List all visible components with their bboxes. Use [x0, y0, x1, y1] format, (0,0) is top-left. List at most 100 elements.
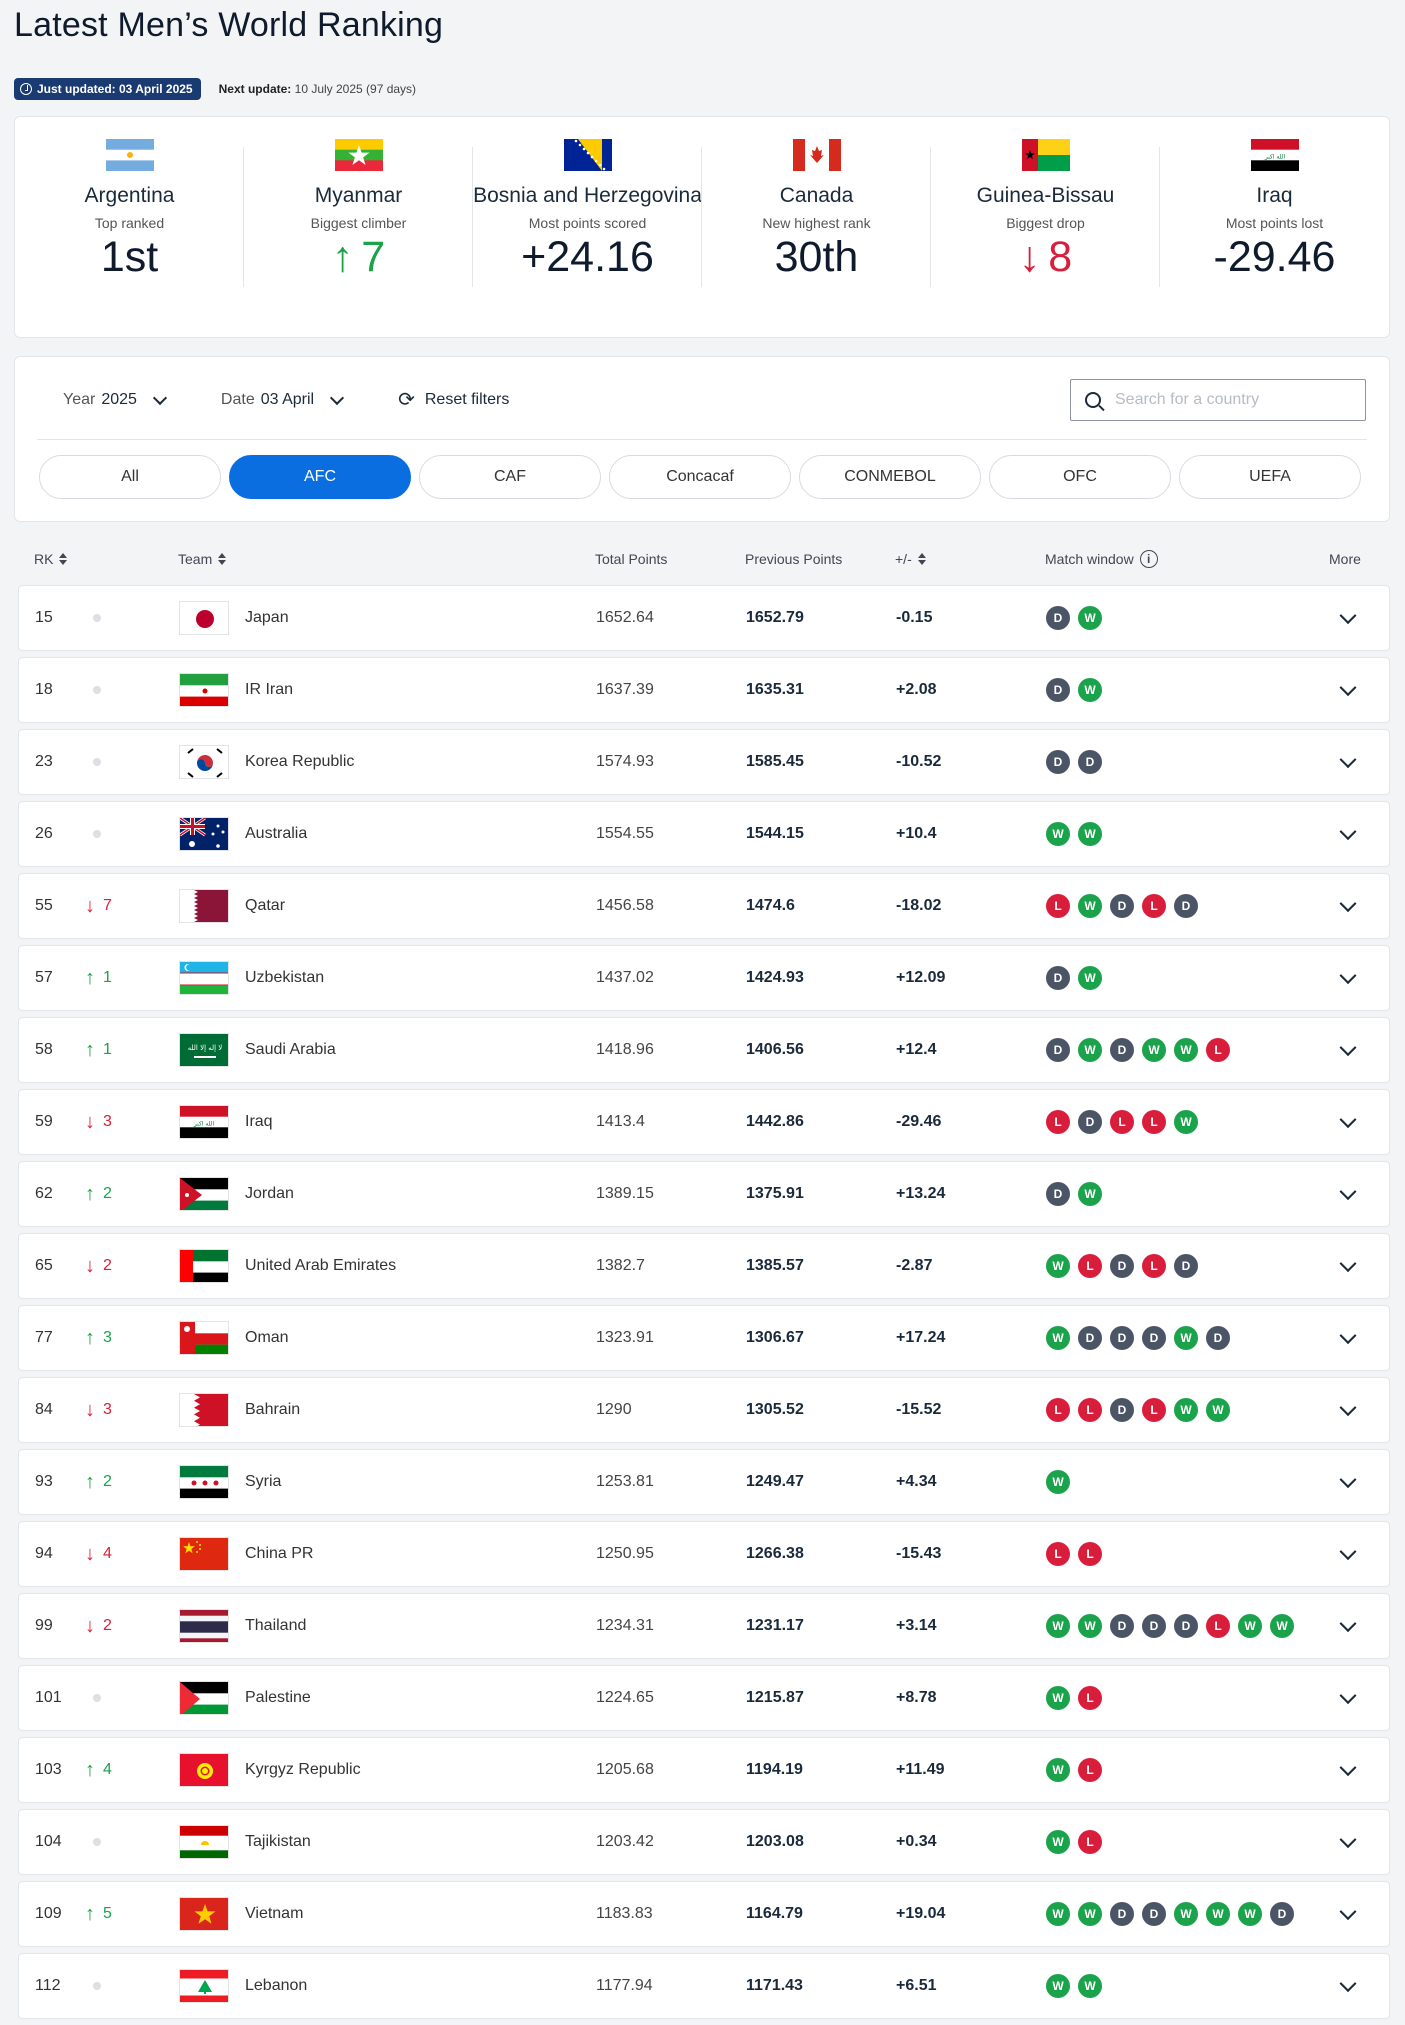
result-draw-badge: D [1110, 1902, 1134, 1926]
team-name[interactable]: IR Iran [245, 681, 294, 698]
result-draw-badge: D [1078, 750, 1102, 774]
team-name[interactable]: United Arab Emirates [245, 1257, 397, 1274]
table-row[interactable]: 77 ↑ 3 Oman 1323.91 1306.67 +17.24 W D D D W D [18, 1305, 1390, 1371]
chevron-down-icon[interactable] [1339, 1327, 1357, 1345]
table-row[interactable]: 99 ↓ 2 Thailand 1234.31 1231.17 +3.14 W W D D D L W W [18, 1593, 1390, 1659]
table-row[interactable]: 62 ↑ 2 Jordan 1389.15 1375.91 +13.24 D W [18, 1161, 1390, 1227]
tab-conmebol[interactable]: CONMEBOL [799, 455, 981, 499]
table-row[interactable]: 65 ↓ 2 United Arab Emirates 1382.7 1385.57 -2.… [18, 1233, 1390, 1299]
tab-concacaf[interactable]: Concacaf [609, 455, 791, 499]
team-name[interactable]: Australia [245, 825, 308, 842]
table-header: RK Team Total Points Previous Points +/-… [14, 540, 1390, 578]
flag-bosnia-icon [563, 139, 612, 171]
chevron-down-icon[interactable] [1339, 1615, 1357, 1633]
chevron-down-icon[interactable] [1339, 679, 1357, 697]
table-row[interactable]: 93 ↑ 2 Syria 1253.81 1249.47 +4.34 W [18, 1449, 1390, 1515]
table-row[interactable]: 84 ↓ 3 Bahrain 1290 1305.52 -15.52 L L D L W W [18, 1377, 1390, 1443]
table-row[interactable]: 15 Japan 1652.64 1652.79 -0.15 D W [18, 585, 1390, 651]
team-name[interactable]: Uzbekistan [245, 969, 325, 986]
team-name[interactable]: Kyrgyz Republic [245, 1761, 361, 1778]
tab-all[interactable]: All [39, 455, 221, 499]
reset-filters-button[interactable]: ⟳ Reset filters [398, 390, 509, 410]
team-name[interactable]: Oman [245, 1329, 289, 1346]
team-name[interactable]: Thailand [245, 1617, 307, 1634]
chevron-down-icon[interactable] [1339, 1471, 1357, 1489]
chevron-down-icon[interactable] [1339, 1903, 1357, 1921]
team-name[interactable]: Qatar [245, 897, 286, 914]
team-name[interactable]: Palestine [245, 1689, 311, 1706]
search-box[interactable] [1070, 379, 1366, 421]
chevron-down-icon[interactable] [1339, 1759, 1357, 1777]
chevron-down-icon[interactable] [1339, 1183, 1357, 1201]
team-name[interactable]: Tajikistan [245, 1833, 311, 1850]
rank-cell: 23 [35, 753, 53, 770]
table-row[interactable]: 104 Tajikistan 1203.42 1203.08 +0.34 W L [18, 1809, 1390, 1875]
rank-change: ↓ 7 [85, 896, 112, 916]
tab-uefa[interactable]: UEFA [1179, 455, 1361, 499]
result-draw-badge: D [1078, 1110, 1102, 1134]
result-draw-badge: D [1046, 750, 1070, 774]
table-row[interactable]: 58 ↑ 1 لا إله إلا الله Saudi Arabia 1418.96 14… [18, 1017, 1390, 1083]
chevron-down-icon[interactable] [1339, 1831, 1357, 1849]
team-name[interactable]: Saudi Arabia [245, 1041, 336, 1058]
chevron-down-icon[interactable] [1339, 1039, 1357, 1057]
chevron-down-icon[interactable] [1339, 1399, 1357, 1417]
stat-value: ↑ 7 [332, 233, 385, 282]
team-name[interactable]: Syria [245, 1473, 282, 1490]
chevron-down-icon[interactable] [1339, 1111, 1357, 1129]
date-dropdown[interactable]: Date 03 April [221, 390, 345, 409]
table-row[interactable]: 55 ↓ 7 Qatar 1456.58 1474.6 -18.02 L W D L D [18, 873, 1390, 939]
table-row[interactable]: 59 ↓ 3 الله اكبر Iraq 1413.4 1442.86 -29.46 L D L L… [18, 1089, 1390, 1155]
result-draw-badge: D [1142, 1902, 1166, 1926]
chevron-down-icon[interactable] [1339, 1255, 1357, 1273]
tab-caf[interactable]: CAF [419, 455, 601, 499]
table-row[interactable]: 94 ↓ 4 China PR 1250.95 1266.38 -15.43 L L [18, 1521, 1390, 1587]
table-row[interactable]: 101 Palestine 1224.65 1215.87 +8.78 W L [18, 1665, 1390, 1731]
chevron-down-icon[interactable] [1339, 967, 1357, 985]
table-row[interactable]: 23 Korea Republic 1574.93 1585.45 -10.52 D D [18, 729, 1390, 795]
chevron-down-icon[interactable] [1339, 1543, 1357, 1561]
chevron-down-icon[interactable] [1339, 607, 1357, 625]
stat-country: Guinea-Bissau [976, 184, 1115, 207]
table-row[interactable]: 112 Lebanon 1177.94 1171.43 +6.51 W W [18, 1953, 1390, 2019]
result-win-badge: W [1046, 1326, 1070, 1350]
chevron-down-icon[interactable] [1339, 1975, 1357, 1993]
rank-change: ↓ 3 [85, 1112, 112, 1132]
flag-tajikistan-icon [179, 1825, 229, 1859]
points-diff-cell: +2.08 [896, 681, 937, 698]
chevron-down-icon[interactable] [1339, 895, 1357, 913]
tab-ofc[interactable]: OFC [989, 455, 1171, 499]
table-row[interactable]: 26 Australia 1554.55 1544.15 +10.4 W W [18, 801, 1390, 867]
chevron-down-icon[interactable] [1339, 751, 1357, 769]
team-name[interactable]: Iraq [245, 1113, 273, 1130]
chevron-down-icon[interactable] [1339, 1687, 1357, 1705]
table-row[interactable]: 103 ↑ 4 Kyrgyz Republic 1205.68 1194.19 +11.49… [18, 1737, 1390, 1803]
team-header[interactable]: Team [178, 551, 227, 567]
table-row[interactable]: 57 ↑ 1 Uzbekistan 1437.02 1424.93 +12.09 D W [18, 945, 1390, 1011]
diff-header[interactable]: +/- [895, 551, 926, 567]
table-row[interactable]: 109 ↑ 5 Vietnam 1183.83 1164.79 +19.04 W W D D W W W D [18, 1881, 1390, 1947]
year-dropdown[interactable]: Year 2025 [63, 390, 167, 409]
team-name[interactable]: Vietnam [245, 1905, 304, 1922]
search-icon [1085, 392, 1101, 408]
team-name[interactable]: Jordan [245, 1185, 294, 1202]
team-name[interactable]: Bahrain [245, 1401, 301, 1418]
table-row[interactable]: 18 IR Iran 1637.39 1635.31 +2.08 D W [18, 657, 1390, 723]
team-name[interactable]: Korea Republic [245, 753, 355, 770]
chevron-down-icon[interactable] [1339, 823, 1357, 841]
flag-lebanon-icon [179, 1969, 229, 2003]
arrow-up-icon: ↑ [85, 1327, 95, 1349]
team-name[interactable]: Lebanon [245, 1977, 308, 1994]
info-icon[interactable]: i [1139, 550, 1158, 568]
result-draw-badge: D [1046, 678, 1070, 702]
team-name[interactable]: Japan [245, 609, 289, 626]
tab-afc[interactable]: AFC [229, 455, 411, 499]
rank-change-value: 2 [103, 1185, 112, 1202]
team-name[interactable]: China PR [245, 1545, 314, 1562]
search-input[interactable] [1115, 391, 1335, 409]
rank-header[interactable]: RK [34, 551, 68, 567]
total-points-cell: 1456.58 [596, 897, 654, 914]
